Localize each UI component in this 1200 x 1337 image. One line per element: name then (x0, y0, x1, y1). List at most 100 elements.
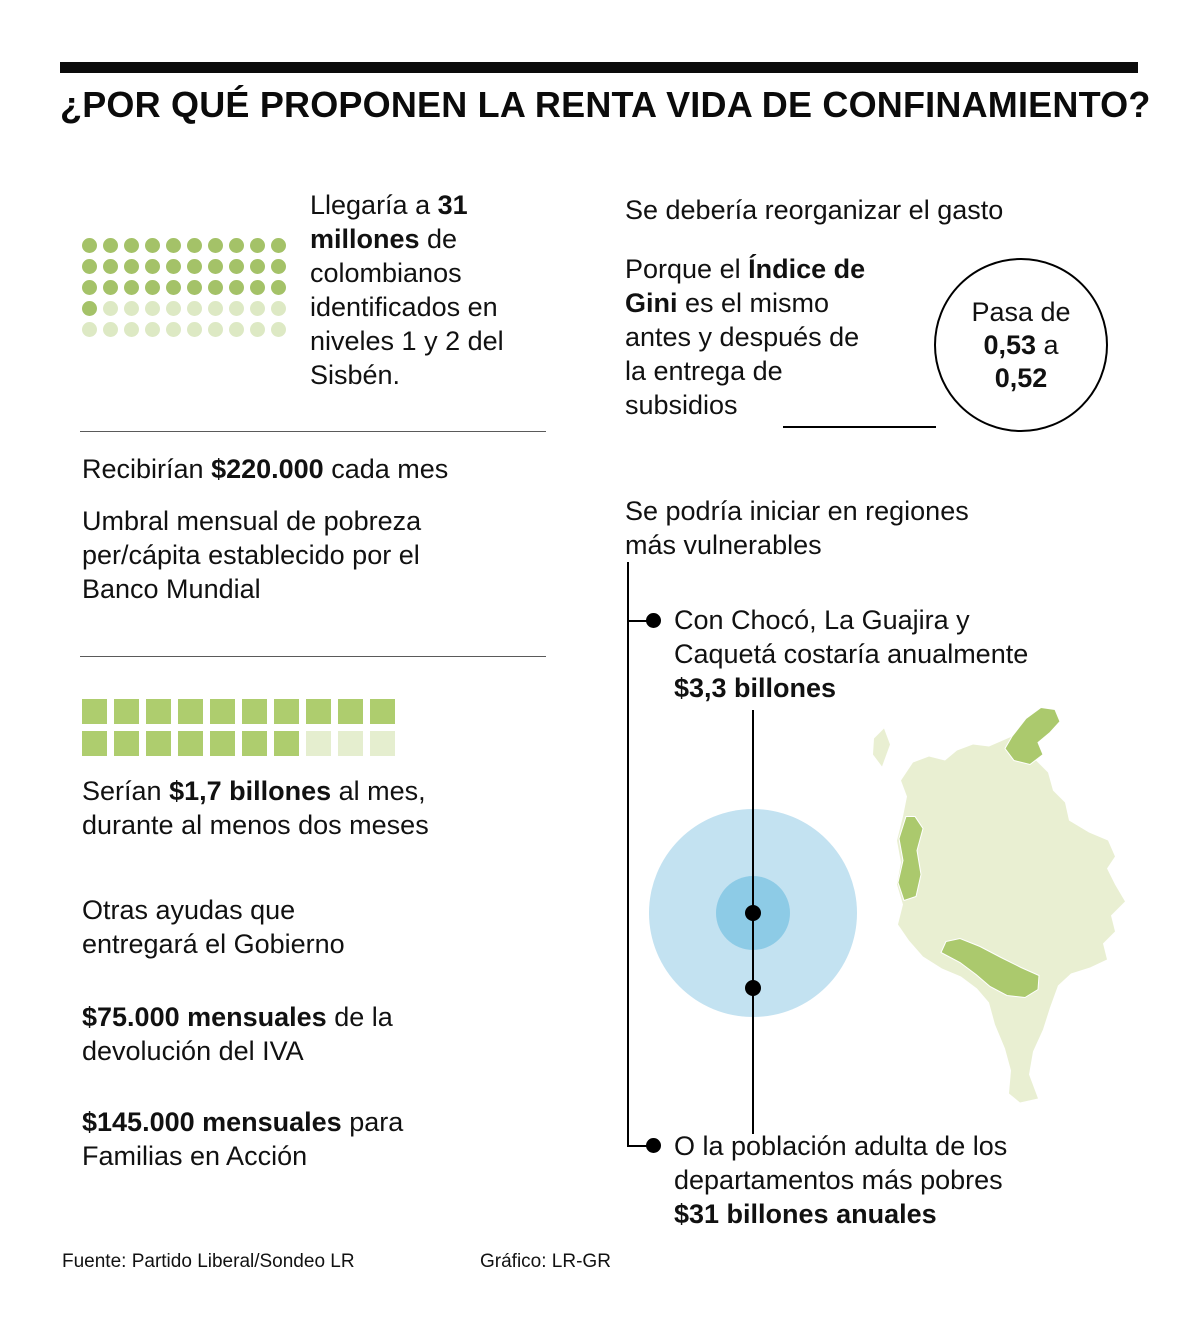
poorest-departments-text: O la población adulta de los departament… (674, 1129, 1129, 1231)
bullet-connector-line (627, 562, 629, 1147)
vulnerable-regions-text: Se podría iniciar en regiones más vulner… (625, 494, 1080, 562)
dot-cell-empty (166, 322, 181, 337)
bold-text: $220.000 (211, 454, 324, 484)
text: Con Chocó, La Guajira y Caquetá costaría… (674, 605, 1029, 669)
dot-cell-filled (271, 280, 286, 295)
dot-cell-filled (208, 238, 223, 253)
dot-cell-filled (229, 280, 244, 295)
text: de colombianos identificados en niveles … (310, 224, 504, 390)
divider (80, 656, 546, 657)
square-cell-filled (210, 731, 235, 756)
cost-pictogram (82, 699, 395, 756)
square-cell-filled (274, 699, 299, 724)
text: Llegaría a (310, 190, 438, 220)
bold-text: $3,3 billones (674, 673, 837, 703)
text: Porque el (625, 254, 749, 284)
square-cell-filled (114, 731, 139, 756)
dot-cell-filled (187, 238, 202, 253)
dot-cell-filled (82, 301, 97, 316)
square-cell-filled (82, 699, 107, 724)
caqueta-region-shape (940, 937, 1040, 999)
square-cell-filled (146, 699, 171, 724)
choco-region-shape (897, 816, 924, 902)
dot-cell-empty (187, 301, 202, 316)
dot-cell-filled (124, 259, 139, 274)
dot-cell-filled (124, 238, 139, 253)
dot-cell-filled (166, 259, 181, 274)
text: Se podría iniciar en regiones más vulner… (625, 496, 969, 560)
source-credit: Fuente: Partido Liberal/Sondeo LR (62, 1251, 355, 1272)
dot-cell-filled (187, 280, 202, 295)
la-guajira-region-shape (1004, 706, 1061, 766)
iva-refund-text: $75.000 mensuales de la devolución del I… (82, 1000, 512, 1068)
gini-connector-line (783, 426, 936, 428)
text: O la población adulta de los departament… (674, 1131, 1008, 1195)
text: de la devolución del IVA (82, 1002, 393, 1066)
bullet-dot-icon (646, 613, 661, 628)
square-cell-filled (178, 731, 203, 756)
dot-cell-empty (229, 301, 244, 316)
dot-cell-empty (103, 322, 118, 337)
beneficiaries-text: Llegaría a 31 millones de colombianos id… (310, 188, 562, 392)
dot-cell-filled (145, 280, 160, 295)
dot-cell-empty (145, 301, 160, 316)
dot-cell-empty (250, 322, 265, 337)
square-cell-empty (338, 731, 363, 756)
bold-text: 31 millones (310, 190, 468, 254)
bold-text: $1,7 billones (169, 776, 332, 806)
map-pointer-line (752, 710, 754, 1134)
square-cell-filled (242, 731, 267, 756)
square-cell-filled (146, 731, 171, 756)
square-cell-filled (242, 699, 267, 724)
text: es el mismo antes y después de la entreg… (625, 288, 860, 420)
dot-cell-empty (103, 301, 118, 316)
dot-cell-filled (82, 238, 97, 253)
dot-cell-filled (229, 238, 244, 253)
bold-text: 0,53 (983, 329, 1037, 360)
dot-cell-empty (124, 322, 139, 337)
square-cell-filled (114, 699, 139, 724)
dot-cell-empty (229, 322, 244, 337)
dot-cell-filled (208, 280, 223, 295)
top-rule (60, 62, 1138, 73)
bold-text: $31 billones anuales (674, 1199, 937, 1229)
dot-cell-filled (250, 259, 265, 274)
dot-cell-filled (187, 259, 202, 274)
square-cell-filled (82, 731, 107, 756)
dot-cell-filled (103, 238, 118, 253)
square-cell-filled (306, 699, 331, 724)
text: Se debería reorganizar el gasto (625, 195, 1004, 225)
gini-badge-line3: 0,52 (995, 362, 1048, 395)
dot-cell-empty (145, 322, 160, 337)
dot-cell-filled (145, 238, 160, 253)
dot-cell-filled (271, 238, 286, 253)
monthly-amount-text: Recibirían $220.000 cada mes (82, 452, 552, 486)
poverty-threshold-text: Umbral mensual de pobreza per/cápita est… (82, 504, 522, 606)
page-title: ¿POR QUÉ PROPONEN LA RENTA VIDA DE CONFI… (60, 84, 1151, 125)
bullet-dot-icon (646, 1138, 661, 1153)
bold-text: Índice de Gini (625, 254, 866, 318)
text: Serían (82, 776, 170, 806)
bold-text: $145.000 mensuales (82, 1107, 342, 1137)
text: Umbral mensual de pobreza per/cápita est… (82, 506, 422, 604)
text: cada mes (323, 454, 449, 484)
dot-cell-filled (250, 280, 265, 295)
square-cell-filled (210, 699, 235, 724)
reorganize-spending-text: Se debería reorganizar el gasto (625, 193, 1120, 227)
text: Otras ayudas que entregará el Gobierno (82, 895, 345, 959)
dot-cell-empty (271, 322, 286, 337)
other-aid-title: Otras ayudas que entregará el Gobierno (82, 893, 432, 961)
square-cell-empty (306, 731, 331, 756)
dot-cell-filled (103, 280, 118, 295)
bullet2-tick-line (628, 1145, 648, 1147)
colombia-map (873, 706, 1125, 1103)
dot-cell-filled (82, 259, 97, 274)
dot-cell-empty (250, 301, 265, 316)
dot-cell-filled (145, 259, 160, 274)
square-cell-filled (178, 699, 203, 724)
divider (80, 431, 546, 432)
point-marker-icon (745, 905, 761, 921)
dot-cell-empty (166, 301, 181, 316)
dot-cell-empty (208, 322, 223, 337)
